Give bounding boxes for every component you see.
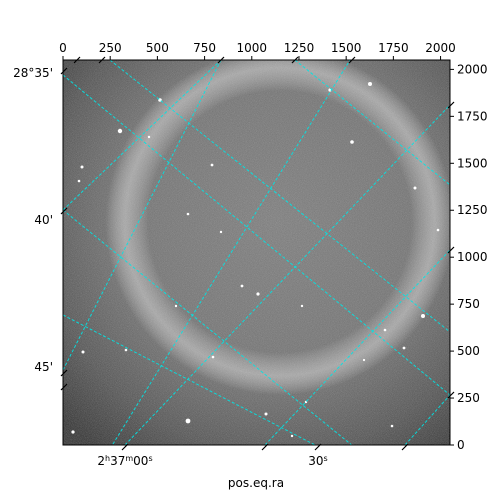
star bbox=[264, 412, 268, 416]
right-tick-label: 1250 bbox=[457, 203, 488, 217]
star bbox=[211, 355, 215, 359]
edge-tick-mark bbox=[98, 56, 106, 64]
grid-line bbox=[63, 60, 222, 371]
dec-tick-label: 40' bbox=[34, 213, 53, 227]
star bbox=[413, 186, 417, 190]
grid-line bbox=[109, 60, 450, 333]
dec-tick-mark bbox=[60, 207, 68, 215]
top-tick-label: 0 bbox=[59, 41, 67, 55]
ra-axis: 2h37m00s 30s bbox=[97, 443, 409, 469]
dec-tick-label: 28°35' bbox=[13, 66, 53, 80]
right-tick-label: 2000 bbox=[457, 62, 488, 76]
x-axis-label: pos.eq.ra bbox=[228, 476, 284, 490]
edge-tick-mark bbox=[447, 246, 455, 254]
right-tick-label: 0 bbox=[457, 438, 465, 452]
right-tick-label: 1500 bbox=[457, 156, 488, 170]
dec-axis: 28°35' 40' 45' bbox=[13, 56, 455, 399]
grid-line bbox=[63, 314, 316, 445]
top-tick-label: 500 bbox=[146, 41, 169, 55]
grid-line bbox=[404, 394, 450, 445]
top-tick-label: 750 bbox=[193, 41, 216, 55]
top-tick-label: 1750 bbox=[378, 41, 409, 55]
star bbox=[124, 348, 128, 352]
image-frame bbox=[62, 59, 451, 446]
ra-tick-label: 2h37m00s bbox=[97, 454, 152, 469]
coordinate-grid bbox=[63, 60, 450, 445]
star bbox=[240, 284, 244, 288]
star bbox=[436, 228, 440, 232]
star bbox=[290, 434, 294, 438]
right-tick-label: 1000 bbox=[457, 250, 488, 264]
right-tick-label: 750 bbox=[457, 297, 480, 311]
edge-tick-mark bbox=[291, 56, 299, 64]
edge-tick-mark bbox=[348, 56, 356, 64]
star bbox=[421, 314, 425, 318]
star bbox=[77, 179, 81, 183]
star bbox=[402, 346, 406, 350]
star bbox=[256, 292, 260, 296]
star bbox=[185, 418, 191, 424]
dec-tick-mark bbox=[60, 369, 68, 377]
edge-tick-mark bbox=[447, 391, 455, 399]
star bbox=[368, 82, 372, 86]
top-tick-label: 250 bbox=[99, 41, 122, 55]
top-pixel-axis: 0 250 500 750 1000 1250 1500 1750 2000 bbox=[59, 41, 456, 60]
star bbox=[186, 212, 190, 216]
star bbox=[390, 424, 394, 428]
star bbox=[117, 128, 123, 134]
star bbox=[362, 358, 366, 362]
star bbox=[147, 135, 151, 139]
dec-tick-label: 45' bbox=[34, 360, 53, 374]
dec-tick-mark bbox=[60, 67, 68, 75]
star bbox=[383, 328, 387, 332]
star bbox=[350, 140, 354, 144]
top-tick-label: 1000 bbox=[237, 41, 268, 55]
grid-line bbox=[63, 60, 222, 211]
ra-tick-mark bbox=[121, 443, 129, 451]
grid-line bbox=[124, 104, 450, 445]
edge-tick-mark bbox=[73, 56, 81, 64]
star bbox=[300, 304, 304, 308]
grid-line bbox=[294, 60, 450, 186]
right-tick-label: 1750 bbox=[457, 109, 488, 123]
top-tick-label: 1500 bbox=[331, 41, 362, 55]
right-tick-label: 500 bbox=[457, 344, 480, 358]
ra-minor-tick bbox=[401, 443, 409, 451]
star bbox=[80, 165, 84, 169]
edge-tick-mark bbox=[447, 101, 455, 109]
star bbox=[174, 304, 178, 308]
star bbox=[71, 430, 75, 434]
star-field bbox=[71, 82, 440, 438]
star bbox=[210, 163, 214, 167]
grid-line bbox=[63, 74, 450, 396]
right-pixel-axis: 0 250 500 750 1000 1250 1500 1750 2000 bbox=[450, 62, 488, 452]
top-tick-label: 2000 bbox=[425, 41, 456, 55]
edge-tick-mark bbox=[217, 56, 225, 64]
top-tick-label: 1250 bbox=[284, 41, 315, 55]
right-tick-label: 250 bbox=[457, 391, 480, 405]
grid-line bbox=[111, 60, 351, 445]
ra-minor-tick bbox=[261, 443, 269, 451]
dec-tick-mark bbox=[60, 383, 68, 391]
star bbox=[219, 230, 223, 234]
ra-tick-mark bbox=[314, 443, 322, 451]
image-panel bbox=[62, 59, 451, 446]
star bbox=[81, 350, 85, 354]
ra-tick-label: 30s bbox=[308, 454, 327, 469]
image-noise bbox=[63, 60, 450, 445]
